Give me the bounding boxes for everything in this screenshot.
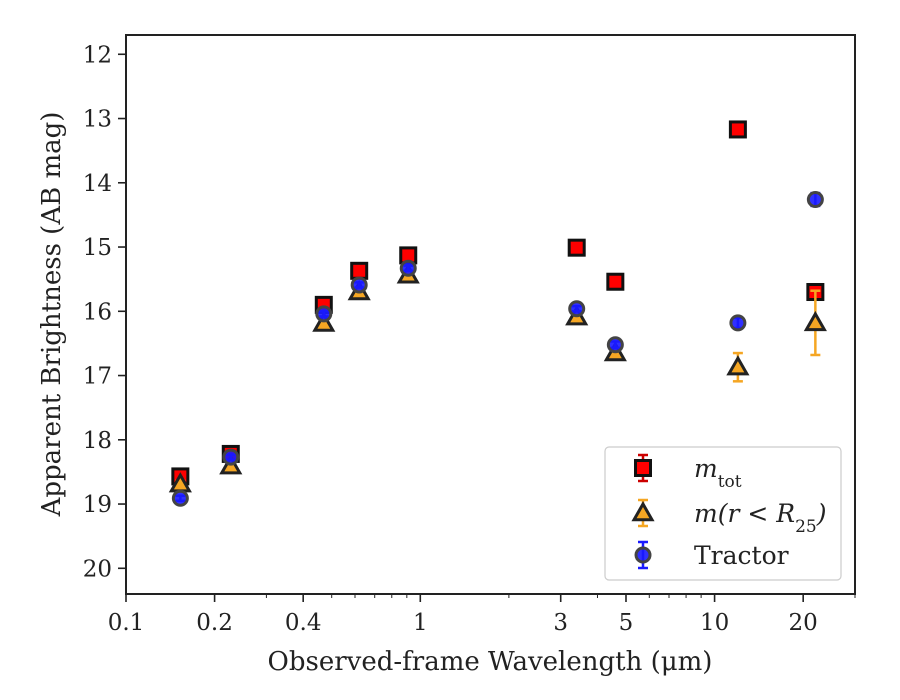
tractor-point [806,190,824,208]
legend-marker [634,459,652,477]
legend: mtot m(r < R25) Tractor [604,446,842,581]
tractor-point [399,259,417,277]
x-tick-label: 0.1 [108,610,145,636]
legend-marker [634,546,652,564]
y-axis-title: Apparent Brightness (AB mag) [37,112,67,518]
tractor-point [315,305,333,323]
y-tick-label: 20 [83,556,112,582]
mtot-point [350,261,369,280]
tractor-point [350,276,368,294]
x-tick-label: 3 [553,610,568,636]
y-tick-label: 14 [83,171,112,197]
tractor-point [568,300,586,318]
legend-label: m(r < R25) [694,499,826,537]
data-layer [168,120,827,507]
tractor-point [606,336,624,354]
tractor-point [729,314,747,332]
legend-label: Tractor [694,541,789,570]
legend-box [604,446,842,581]
legend-marker [631,500,655,522]
mr25-point [312,311,336,332]
x-tick-label: 5 [619,610,634,636]
y-tick-label: 13 [83,107,112,133]
x-tick-label: 0.2 [196,610,233,636]
mr25-point [726,355,750,376]
x-tick-label: 10 [700,610,729,636]
tractor-point [171,489,189,507]
legend-item-tractor: Tractor [634,540,789,570]
y-tick-label: 12 [83,42,112,68]
y-tick-label: 17 [83,364,112,390]
mr25-point [803,310,827,332]
x-tick-label: 1 [413,610,428,636]
x-axis-title: Observed-frame Wavelength (μm) [268,647,713,677]
tractor-point [222,448,240,466]
plot-frame [125,34,856,595]
mtot-point [567,238,586,257]
legend-item-mtot: mtot [634,453,742,492]
y-tick-label: 19 [83,492,112,518]
y-tick-label: 18 [83,428,112,454]
y-tick-label: 16 [83,299,112,325]
legend-item-mr25: m(r < R25) [631,498,826,537]
mtot-point [606,272,625,291]
x-tick-label: 20 [789,610,818,636]
mtot-point [728,120,747,139]
x-tick-label: 0.4 [285,610,322,636]
y-tick-label: 15 [83,235,112,261]
legend-label: mtot [694,454,742,492]
